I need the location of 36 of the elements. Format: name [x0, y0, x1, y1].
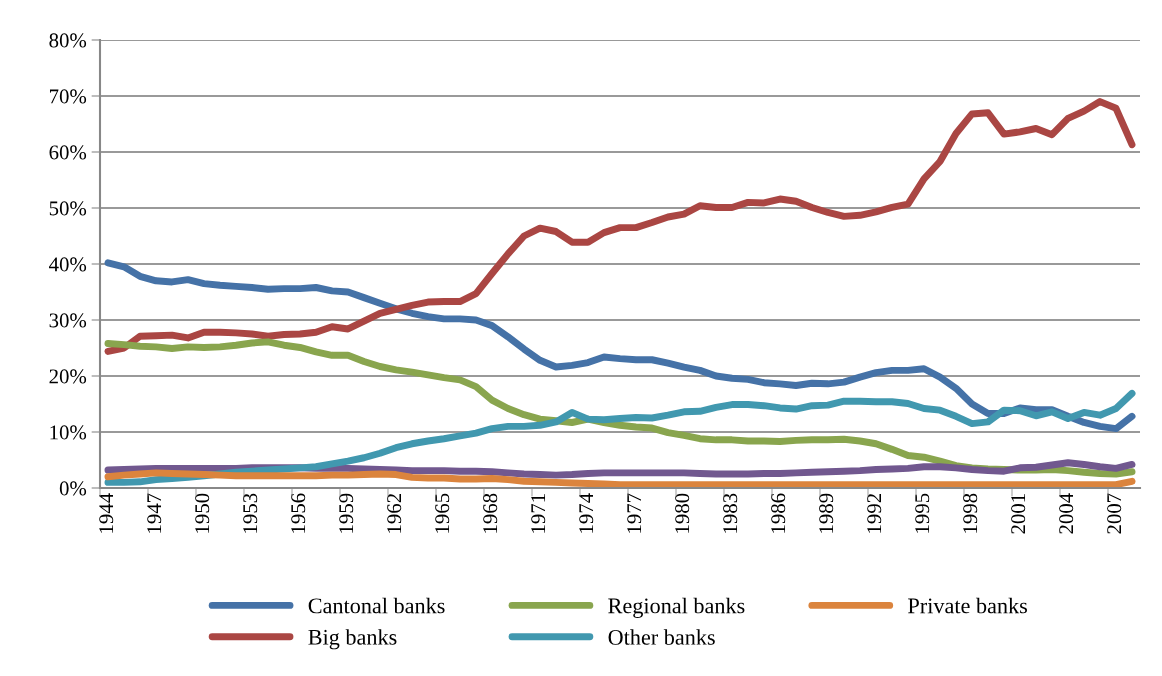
x-tick-label: 1989: [819, 493, 834, 533]
x-tick-label: 1986: [771, 493, 786, 533]
x-tick-label: 1998: [963, 493, 978, 533]
legend-label: Regional banks: [608, 597, 745, 618]
x-tick-label: 1962: [387, 494, 402, 533]
x-tick-label: 1974: [579, 493, 594, 533]
x-tick-label: 2004: [1059, 493, 1074, 534]
x-tick-label: 1956: [291, 493, 306, 533]
x-tick-label: 1992: [867, 494, 882, 533]
y-tick-label: 10%: [50, 425, 87, 440]
x-tick-label: 1977: [627, 493, 642, 533]
x-tick-label: 1980: [675, 493, 690, 533]
y-tick-label: 40%: [49, 257, 87, 272]
y-tick-label: 0%: [59, 481, 87, 496]
x-tick-label: 1965: [435, 493, 450, 533]
x-tick-label: 1944: [99, 493, 114, 533]
y-tick-label: 70%: [49, 89, 87, 104]
y-tick-label: 30%: [49, 313, 87, 328]
x-tick-label: 1950: [195, 493, 210, 533]
x-tick-label: 1971: [531, 494, 546, 533]
x-tick-label: 1953: [243, 493, 258, 533]
x-tick-label: 1968: [483, 493, 498, 533]
x-tick-label: 1959: [339, 493, 354, 533]
x-tick-label: 1995: [915, 493, 930, 533]
y-tick-label: 80%: [49, 33, 87, 48]
legend-label: Private banks: [908, 597, 1027, 614]
x-tick-label: 2001: [1011, 494, 1026, 534]
legend-label: Cantonal banks: [308, 597, 445, 614]
x-tick-label: 1983: [723, 493, 738, 533]
y-tick-label: 20%: [49, 369, 87, 384]
y-tick-label: 50%: [49, 201, 87, 216]
legend-label: Other banks: [608, 629, 715, 645]
y-tick-label: 60%: [49, 145, 87, 160]
legend-label: Big banks: [308, 629, 397, 650]
x-tick-label: 2007: [1107, 493, 1122, 534]
x-tick-label: 1947: [147, 493, 162, 533]
